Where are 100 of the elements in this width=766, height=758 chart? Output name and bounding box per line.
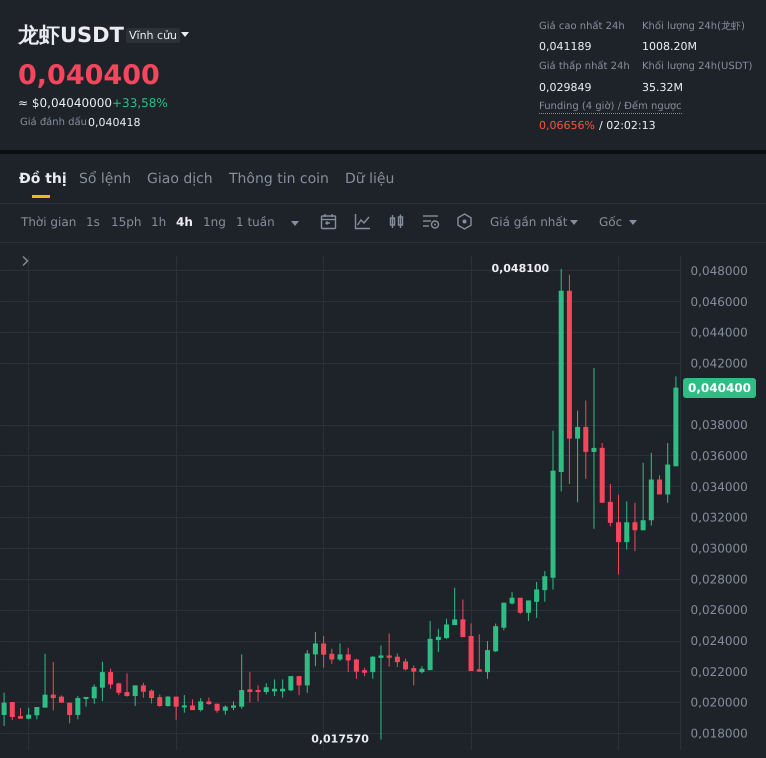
candlestick [510, 592, 515, 605]
candlestick [92, 684, 97, 704]
y-tick-label: 0,018000 [690, 726, 748, 741]
text: Giá gần nhất [490, 215, 568, 230]
y-tick-label: 0,026000 [690, 603, 748, 618]
candlestick [534, 581, 540, 618]
y-tick-label: 0,020000 [690, 696, 748, 710]
candlestick [518, 597, 523, 614]
text: Khối lượng 24h(龙虾) [642, 21, 745, 33]
candlestick [42, 653, 48, 708]
candlestick [542, 570, 548, 602]
text: Giá thấp nhất 24h [539, 61, 630, 73]
text: Sổ lệnh [79, 171, 132, 188]
candlestick [386, 632, 392, 668]
candlestick [608, 483, 613, 527]
candlestick [436, 628, 441, 653]
text: 1008.20M [642, 40, 697, 54]
text: 1 tuần [236, 215, 275, 230]
candlestick [354, 658, 359, 680]
candlestick [124, 672, 130, 698]
candlestick [640, 462, 646, 531]
candlestick [329, 648, 334, 664]
text: 0,06656% [539, 119, 595, 132]
candlestick [657, 474, 662, 495]
candlestick [296, 676, 302, 696]
text: Giá đánh dấu [20, 117, 87, 129]
text: 0,029849 [539, 81, 592, 94]
text: 1h [151, 215, 166, 230]
chart-title: 龙虾USDT [18, 23, 124, 48]
candlestick [394, 652, 400, 668]
text: Vĩnh cửu [126, 28, 180, 44]
annotation: 0,048100 [491, 262, 550, 275]
candlestick [247, 672, 252, 703]
candlestick [2, 692, 7, 726]
candlestick [460, 598, 466, 638]
candlestick [50, 662, 56, 711]
candlestick [26, 707, 32, 720]
text: / 02:02:13 [599, 119, 656, 132]
candlestick [526, 600, 531, 622]
y-tick-label: 0,046000 [690, 294, 748, 309]
y-tick-label: 0,048000 [690, 264, 748, 278]
candlestick [575, 410, 580, 503]
text: +33,58% [112, 96, 168, 110]
y-tick-label: 0,042000 [690, 356, 748, 370]
candlestick [616, 494, 622, 576]
y-tick-label: 0,038000 [690, 418, 748, 432]
candlestick [239, 654, 244, 710]
candlestick [108, 668, 114, 690]
y-tick-label: 0,022000 [690, 664, 748, 679]
text: ≈ $0,04040000 [18, 96, 112, 110]
candlestick [140, 682, 146, 698]
candlestick [312, 632, 318, 667]
text: Gốc [599, 215, 622, 230]
candlestick [67, 702, 72, 724]
y-tick-label: 0,036000 [690, 448, 748, 463]
candlestick [132, 684, 138, 706]
text: 0,040418 [88, 116, 140, 130]
text: Đồ thị [19, 171, 67, 188]
candlestick [157, 694, 162, 708]
candlestick [288, 676, 294, 692]
candlestick [484, 640, 490, 680]
text: 1s [86, 215, 100, 230]
candlestick [100, 661, 105, 702]
candlestick [222, 704, 228, 716]
candlestick [165, 696, 170, 708]
candlestick [370, 656, 376, 680]
candlestick [378, 644, 384, 740]
candlestick [34, 706, 40, 720]
candlestick [321, 636, 326, 668]
candlestick [75, 696, 80, 720]
text: Giá cao nhất 24h [539, 21, 625, 33]
text: Dữ liệu [345, 171, 394, 188]
candlestick [256, 684, 261, 702]
y-tick-label: 0,030000 [690, 541, 748, 556]
candlestick [280, 678, 286, 698]
candlestick [10, 702, 15, 720]
candlestick [198, 698, 204, 712]
candlestick [632, 502, 638, 552]
candlestick [182, 694, 187, 714]
candlestick [591, 368, 596, 530]
text: Giao dịch [147, 171, 213, 188]
text: 0,041189 [539, 40, 592, 54]
annotation: 0,017570 [311, 732, 370, 746]
candlestick [403, 658, 408, 671]
text: 35.32M [642, 81, 683, 94]
candlestick [346, 647, 351, 673]
y-tick-label: 0,034000 [690, 480, 748, 494]
candlestick [411, 664, 416, 686]
candlestick [264, 682, 269, 695]
candlestick [174, 696, 179, 720]
text: Thông tin coin [229, 171, 329, 188]
y-tick-label: 0,028000 [690, 572, 748, 586]
candlestick [116, 682, 122, 696]
candlestick [338, 642, 342, 662]
text: Thời gian [21, 215, 76, 230]
text: Khối lượng 24h(USDT) [642, 61, 752, 73]
y-tick-label: 0,024000 [690, 634, 748, 648]
text: 0,040400 [683, 378, 756, 398]
candlestick [149, 688, 154, 704]
text: 1ng [203, 215, 226, 230]
